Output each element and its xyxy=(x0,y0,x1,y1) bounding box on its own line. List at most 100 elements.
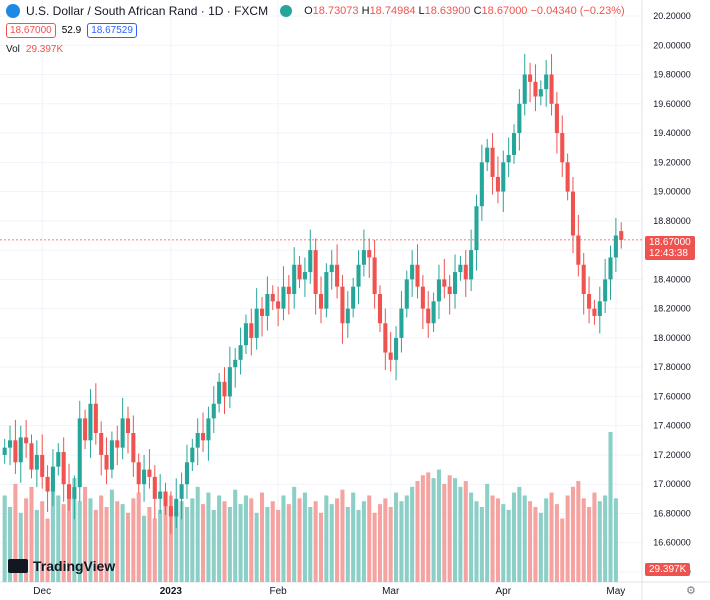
price-tick-label: 17.40000 xyxy=(653,421,691,431)
volume-bar xyxy=(603,495,608,582)
volume-bar xyxy=(533,507,538,582)
volume-bar xyxy=(40,501,45,582)
candle-body xyxy=(608,257,613,280)
candle-body xyxy=(367,250,372,258)
volume-bar xyxy=(399,501,404,582)
volume-bar xyxy=(195,486,200,582)
volume-bar xyxy=(243,495,248,582)
volume-bar xyxy=(517,486,522,582)
volume-bar xyxy=(356,509,361,582)
bid-price[interactable]: 18.67000 xyxy=(6,23,56,38)
volume-bar xyxy=(270,501,275,582)
candle-body xyxy=(581,264,586,294)
market-status-icon xyxy=(280,5,293,17)
price-tick-label: 17.80000 xyxy=(653,362,691,372)
candle-body xyxy=(603,279,608,302)
price-axis[interactable]: 20.20000 20.00000 19.80000 19.60000 19.40000… xyxy=(653,11,691,577)
volume-bar xyxy=(24,498,29,582)
volume-bar xyxy=(490,495,495,582)
symbol-title[interactable]: U.S. Dollar / South African Rand · 1D · … xyxy=(26,4,269,18)
candle-body xyxy=(158,491,163,499)
volume-bar xyxy=(340,489,345,582)
volume-bar xyxy=(511,492,517,582)
candle-body xyxy=(254,308,259,338)
volume-bar xyxy=(576,481,581,582)
settings-gear-icon[interactable]: ⚙ xyxy=(686,585,696,597)
volume-bar xyxy=(377,504,383,582)
volume-bar xyxy=(50,481,55,582)
candle-body xyxy=(292,264,297,294)
volume-bar xyxy=(254,512,259,582)
candle-body xyxy=(190,447,195,463)
candle-body xyxy=(217,381,222,404)
ask-price[interactable]: 18.67529 xyxy=(87,23,137,38)
time-tick-label: Dec xyxy=(33,586,51,597)
volume-bar xyxy=(581,498,586,582)
candle-body xyxy=(619,231,624,240)
volume-bar xyxy=(335,498,340,582)
candle-body xyxy=(29,443,34,470)
volume-bar xyxy=(544,498,549,582)
candle-body xyxy=(538,89,543,97)
volume-bar xyxy=(45,518,50,582)
volume-bar xyxy=(383,498,388,582)
price-tick-label: 18.20000 xyxy=(653,304,691,314)
volume-bar xyxy=(99,495,104,582)
volume-bar xyxy=(367,495,372,582)
volume-bar xyxy=(420,475,425,582)
candle-body xyxy=(243,323,248,346)
volume-bar xyxy=(227,507,232,582)
candle-body xyxy=(388,352,393,360)
candle-body xyxy=(18,437,23,463)
tradingview-logo-icon xyxy=(8,559,28,573)
volume-bar xyxy=(211,509,216,582)
volume-bar xyxy=(302,492,307,582)
volume-bar xyxy=(436,469,441,582)
candle-body xyxy=(458,264,463,273)
candle-body xyxy=(361,250,366,265)
volume-bar xyxy=(570,486,576,582)
candle-body xyxy=(490,147,495,177)
volume-bar xyxy=(549,492,554,582)
volume-bar xyxy=(158,509,163,582)
candle-body xyxy=(163,491,168,507)
candle-body xyxy=(13,440,18,463)
price-tick-label: 20.00000 xyxy=(653,40,691,50)
volume-bar xyxy=(415,481,420,582)
candle-body xyxy=(549,74,554,104)
candle-body xyxy=(522,74,527,104)
volume-bar xyxy=(233,489,238,582)
volume-bar xyxy=(168,495,173,582)
tradingview-logo[interactable]: TradingView xyxy=(8,558,115,574)
volume-bar xyxy=(506,509,511,582)
candle-body xyxy=(276,301,281,309)
candle-body xyxy=(131,433,136,463)
candle-body xyxy=(77,418,82,488)
volume-bar xyxy=(474,501,479,582)
candle-body xyxy=(324,272,329,309)
candle-body xyxy=(152,476,157,499)
candle-body xyxy=(233,359,238,368)
volume-bar xyxy=(292,486,297,582)
candle-body xyxy=(570,191,576,236)
candle-body xyxy=(587,294,592,309)
volume-bar xyxy=(13,483,18,582)
price-tick-label: 18.40000 xyxy=(653,274,691,284)
symbol-header[interactable]: U.S. Dollar / South African Rand · 1D · … xyxy=(6,4,625,18)
candle-body xyxy=(297,264,302,280)
candle-body xyxy=(34,454,39,470)
time-axis[interactable]: Dec2023FebMarAprMayJunJul xyxy=(33,586,710,597)
price-tick-label: 19.80000 xyxy=(653,70,691,80)
volume-bar xyxy=(597,501,602,582)
candle-body xyxy=(259,308,265,316)
candle-body xyxy=(238,345,243,360)
candle-body xyxy=(597,301,602,316)
volume-bar xyxy=(2,495,7,582)
price-tick-label: 17.00000 xyxy=(653,479,691,489)
candle-body xyxy=(318,294,324,309)
quote-row: 18.67000 52.9 18.67529 xyxy=(6,23,137,38)
volume-bar xyxy=(324,495,329,582)
candle-body xyxy=(415,264,420,287)
volume-bar xyxy=(410,486,415,582)
